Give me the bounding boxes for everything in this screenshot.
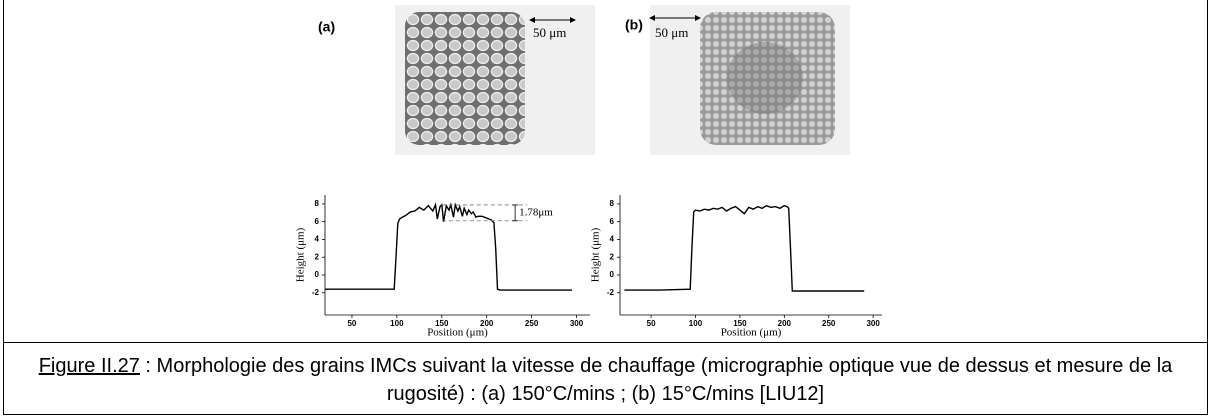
x-tick-label: 300	[866, 319, 880, 328]
micrograph-center	[727, 42, 803, 114]
y-tick-label: -2	[607, 288, 615, 297]
figure-frame	[3, 0, 1208, 415]
y-tick-label: 2	[315, 252, 320, 261]
x-tick-label: 100	[689, 319, 703, 328]
x-tick-label: 300	[570, 319, 584, 328]
micrograph	[700, 12, 835, 145]
y-tick-label: 6	[315, 217, 320, 226]
y-tick-label: 8	[315, 199, 320, 208]
x-tick-label: 100	[390, 319, 404, 328]
x-tick-label: 50	[647, 319, 656, 328]
panel-label: (a)	[318, 19, 335, 35]
y-axis-label: Height (μm)	[295, 227, 307, 282]
caption: Figure II.27 : Morphologie des grains IM…	[31, 352, 1181, 408]
y-tick-label: 2	[610, 252, 615, 261]
x-tick-label: 50	[347, 319, 356, 328]
y-tick-label: -2	[312, 288, 320, 297]
x-tick-label: 200	[778, 319, 792, 328]
y-tick-label: 4	[315, 235, 320, 244]
y-tick-label: 0	[610, 270, 615, 279]
y-axis-label: Height (μm)	[590, 227, 602, 282]
caption-text: : Morphologie des grains IMCs suivant la…	[139, 355, 1173, 405]
caption-cell: Figure II.27 : Morphologie des grains IM…	[3, 342, 1208, 417]
x-axis-label: Position (μm)	[427, 327, 488, 339]
panel-label: (b)	[625, 17, 643, 33]
x-tick-label: 150	[435, 319, 449, 328]
x-axis-label: Position (μm)	[721, 327, 782, 339]
x-tick-label: 250	[822, 319, 836, 328]
figure-ref: Figure II.27	[38, 355, 140, 377]
profile-line	[624, 204, 865, 292]
scale-bar-label: 50 μm	[655, 25, 688, 40]
annotation-label: 1.78μm	[519, 206, 553, 218]
y-tick-label: 6	[610, 217, 615, 226]
scale-bar-label: 50 μm	[533, 25, 566, 40]
micrograph	[405, 12, 525, 145]
x-tick-label: 200	[480, 319, 494, 328]
y-tick-label: 0	[315, 270, 320, 279]
y-tick-label: 8	[610, 199, 615, 208]
y-tick-label: 4	[610, 235, 615, 244]
x-tick-label: 150	[733, 319, 747, 328]
x-tick-label: 250	[525, 319, 539, 328]
